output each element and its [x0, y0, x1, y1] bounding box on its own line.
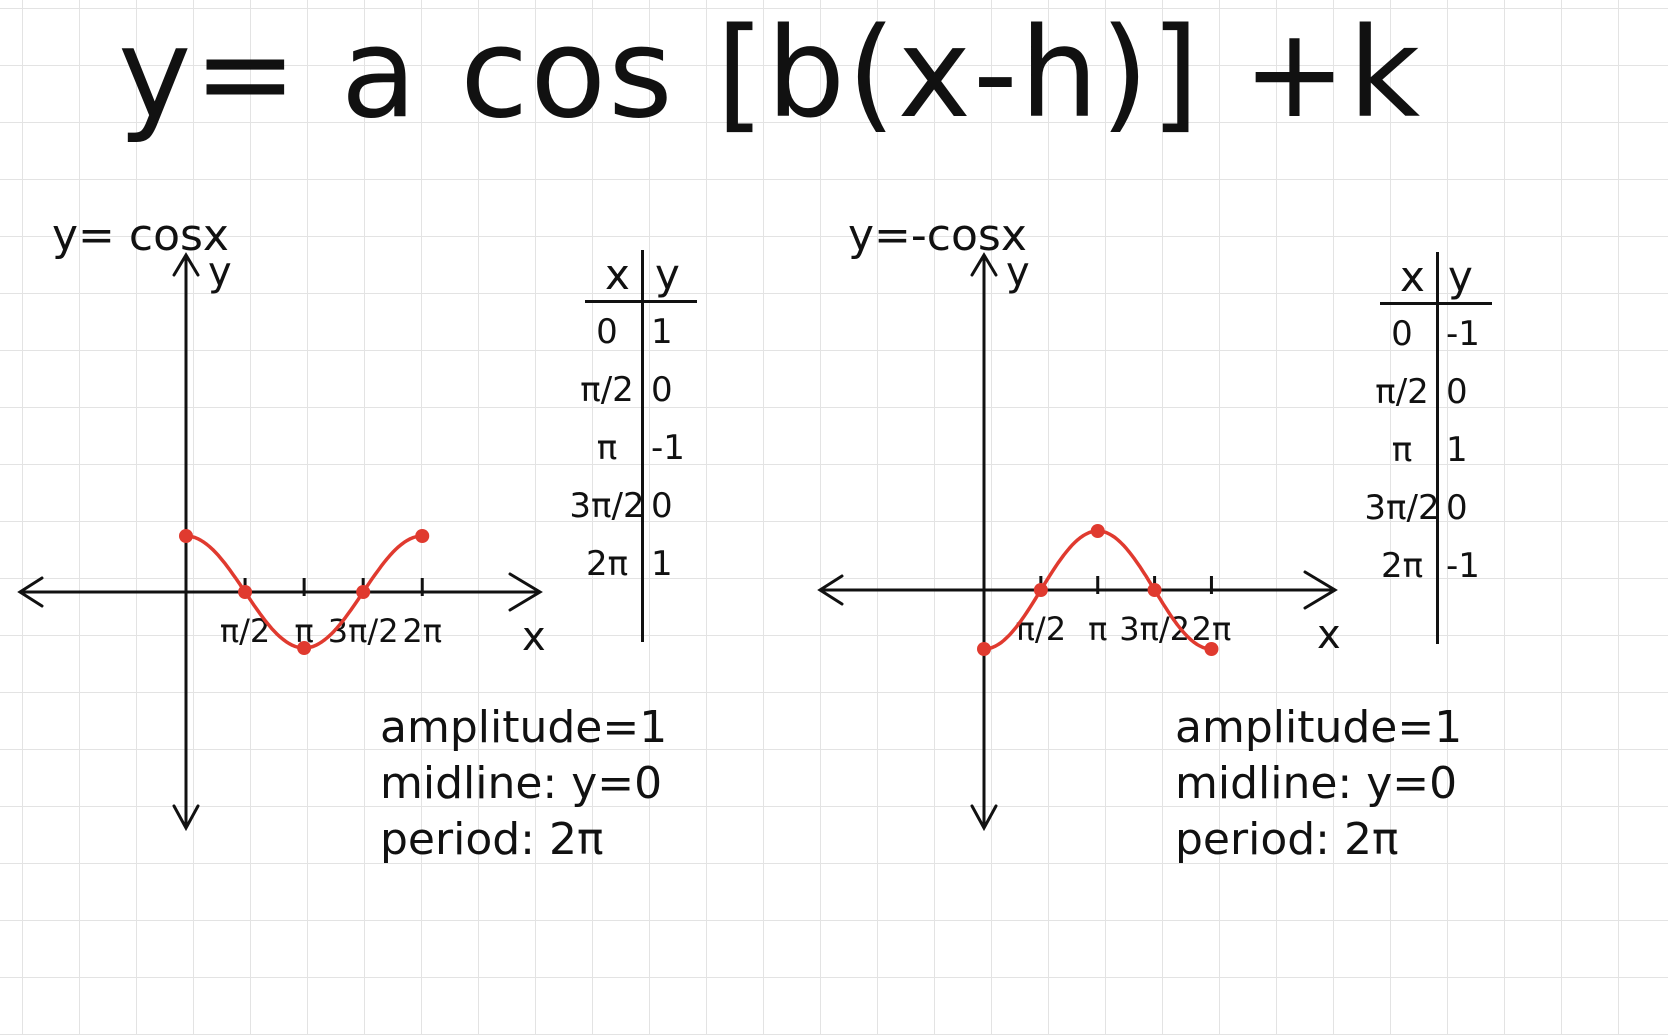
table-cell-x: π — [596, 428, 618, 468]
y-axis-label: y — [1006, 249, 1030, 295]
x-tick-label: π — [1088, 610, 1107, 648]
table-cell-y: -1 — [651, 428, 685, 468]
x-tick-label: π — [294, 612, 313, 650]
data-point — [297, 641, 312, 655]
data-point — [1090, 524, 1105, 538]
midline-note: midline: y=0 — [380, 758, 663, 809]
y-axis-down-arrow — [172, 804, 200, 832]
graph-1-notes: amplitude=1 midline: y=0 period: 2π — [380, 700, 667, 868]
table-cell-x: π/2 — [580, 370, 634, 410]
table-1-divider — [641, 250, 644, 642]
table-cell-x: 0 — [596, 312, 618, 352]
y-axis-down-arrow — [970, 804, 998, 832]
table-1-header-x: x — [605, 250, 630, 299]
x-tick-label: 2π — [1192, 610, 1232, 648]
table-cell-x: 0 — [1391, 314, 1413, 354]
table-cell-x: 3π/2 — [569, 486, 645, 526]
value-table-1: x y 0 1 π/2 0 π -1 3π/2 0 2π 1 — [569, 250, 705, 650]
table-2-header-y: y — [1448, 252, 1473, 301]
table-cell-x: π/2 — [1375, 372, 1429, 412]
data-point — [977, 642, 991, 656]
table-cell-x: 3π/2 — [1364, 488, 1440, 528]
data-point — [238, 585, 253, 599]
data-point — [179, 529, 193, 543]
x-tick-label: 3π/2 — [1119, 610, 1190, 648]
table-cell-x: 2π — [585, 544, 629, 584]
x-tick-label: 3π/2 — [328, 612, 399, 650]
main-formula: y= a cos [b(x-h)] +k — [118, 2, 1423, 146]
data-point — [1204, 642, 1219, 656]
table-cell-y: 1 — [651, 312, 673, 352]
data-point — [1147, 583, 1162, 597]
amplitude-note: amplitude=1 — [380, 702, 668, 753]
data-point — [415, 529, 430, 543]
table-cell-y: 1 — [651, 544, 673, 584]
y-axis-up-arrow — [970, 252, 998, 277]
table-2-header-x: x — [1400, 252, 1425, 301]
table-cell-y: 0 — [651, 486, 673, 526]
x-axis-right-arrow — [508, 572, 543, 612]
x-axis-left-arrow — [17, 576, 44, 608]
y-axis-label: y — [208, 249, 232, 295]
y-axis-up-arrow — [172, 252, 200, 277]
x-axis-label: x — [1317, 612, 1341, 658]
table-cell-y: 0 — [651, 370, 673, 410]
table-cell-x: 2π — [1380, 546, 1424, 586]
x-tick-label: 2π — [402, 612, 442, 650]
amplitude-note: amplitude=1 — [1175, 702, 1463, 753]
graph-2-title: y=-cosx — [848, 210, 1027, 261]
table-cell-x: π — [1391, 430, 1413, 470]
graph-1-title: y= cosx — [52, 210, 229, 261]
period-note: period: 2π — [380, 814, 604, 865]
value-table-2: x y 0 -1 π/2 0 π 1 3π/2 0 2π -1 — [1364, 252, 1500, 652]
x-axis-label: x — [522, 614, 546, 660]
table-cell-y: -1 — [1446, 314, 1480, 354]
table-1-header-y: y — [655, 250, 680, 299]
table-cell-y: 0 — [1446, 372, 1468, 412]
x-axis-right-arrow — [1303, 570, 1338, 610]
table-cell-y: -1 — [1446, 546, 1480, 586]
data-point — [1033, 583, 1048, 597]
table-2-divider — [1436, 252, 1439, 644]
table-cell-y: 0 — [1446, 488, 1468, 528]
graph-2-notes: amplitude=1 midline: y=0 period: 2π — [1175, 700, 1462, 868]
midline-note: midline: y=0 — [1175, 758, 1458, 809]
period-note: period: 2π — [1175, 814, 1399, 865]
table-cell-y: 1 — [1446, 430, 1468, 470]
data-point — [356, 585, 371, 599]
x-axis-left-arrow — [817, 574, 844, 606]
